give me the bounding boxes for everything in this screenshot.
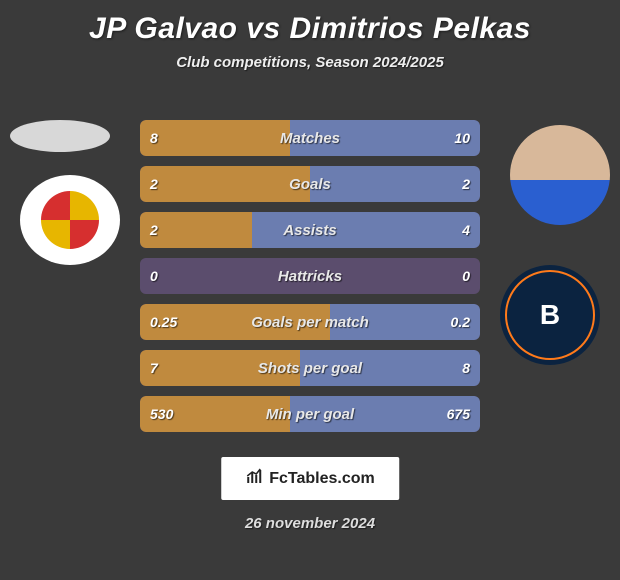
club-right-badge: B [500,265,600,365]
stat-row: 0.250.2Goals per match [140,304,480,340]
stat-label: Goals [140,166,480,202]
stat-label: Matches [140,120,480,156]
club-left-badge [20,175,120,265]
stats-area: 810Matches 22Goals 24Assists 00Hattricks 0.2… [140,120,480,442]
stat-label: Goals per match [140,304,480,340]
stat-row: 530675Min per goal [140,396,480,432]
page-subtitle: Club competitions, Season 2024/2025 [0,54,620,71]
stat-row: 00Hattricks [140,258,480,294]
stat-label: Hattricks [140,258,480,294]
stat-label: Shots per goal [140,350,480,386]
stat-row: 810Matches [140,120,480,156]
footer-date: 26 november 2024 [0,515,620,532]
stat-row: 78Shots per goal [140,350,480,386]
page-title: JP Galvao vs Dimitrios Pelkas [0,0,620,46]
player-left-avatar [10,120,110,152]
chart-icon [245,467,263,490]
stat-row: 24Assists [140,212,480,248]
stat-label: Min per goal [140,396,480,432]
source-label: FcTables.com [269,470,375,488]
source-badge: FcTables.com [221,457,399,500]
club-right-icon: B [505,270,595,360]
club-left-icon [41,191,99,249]
stat-label: Assists [140,212,480,248]
stat-row: 22Goals [140,166,480,202]
player-right-avatar [510,125,610,225]
